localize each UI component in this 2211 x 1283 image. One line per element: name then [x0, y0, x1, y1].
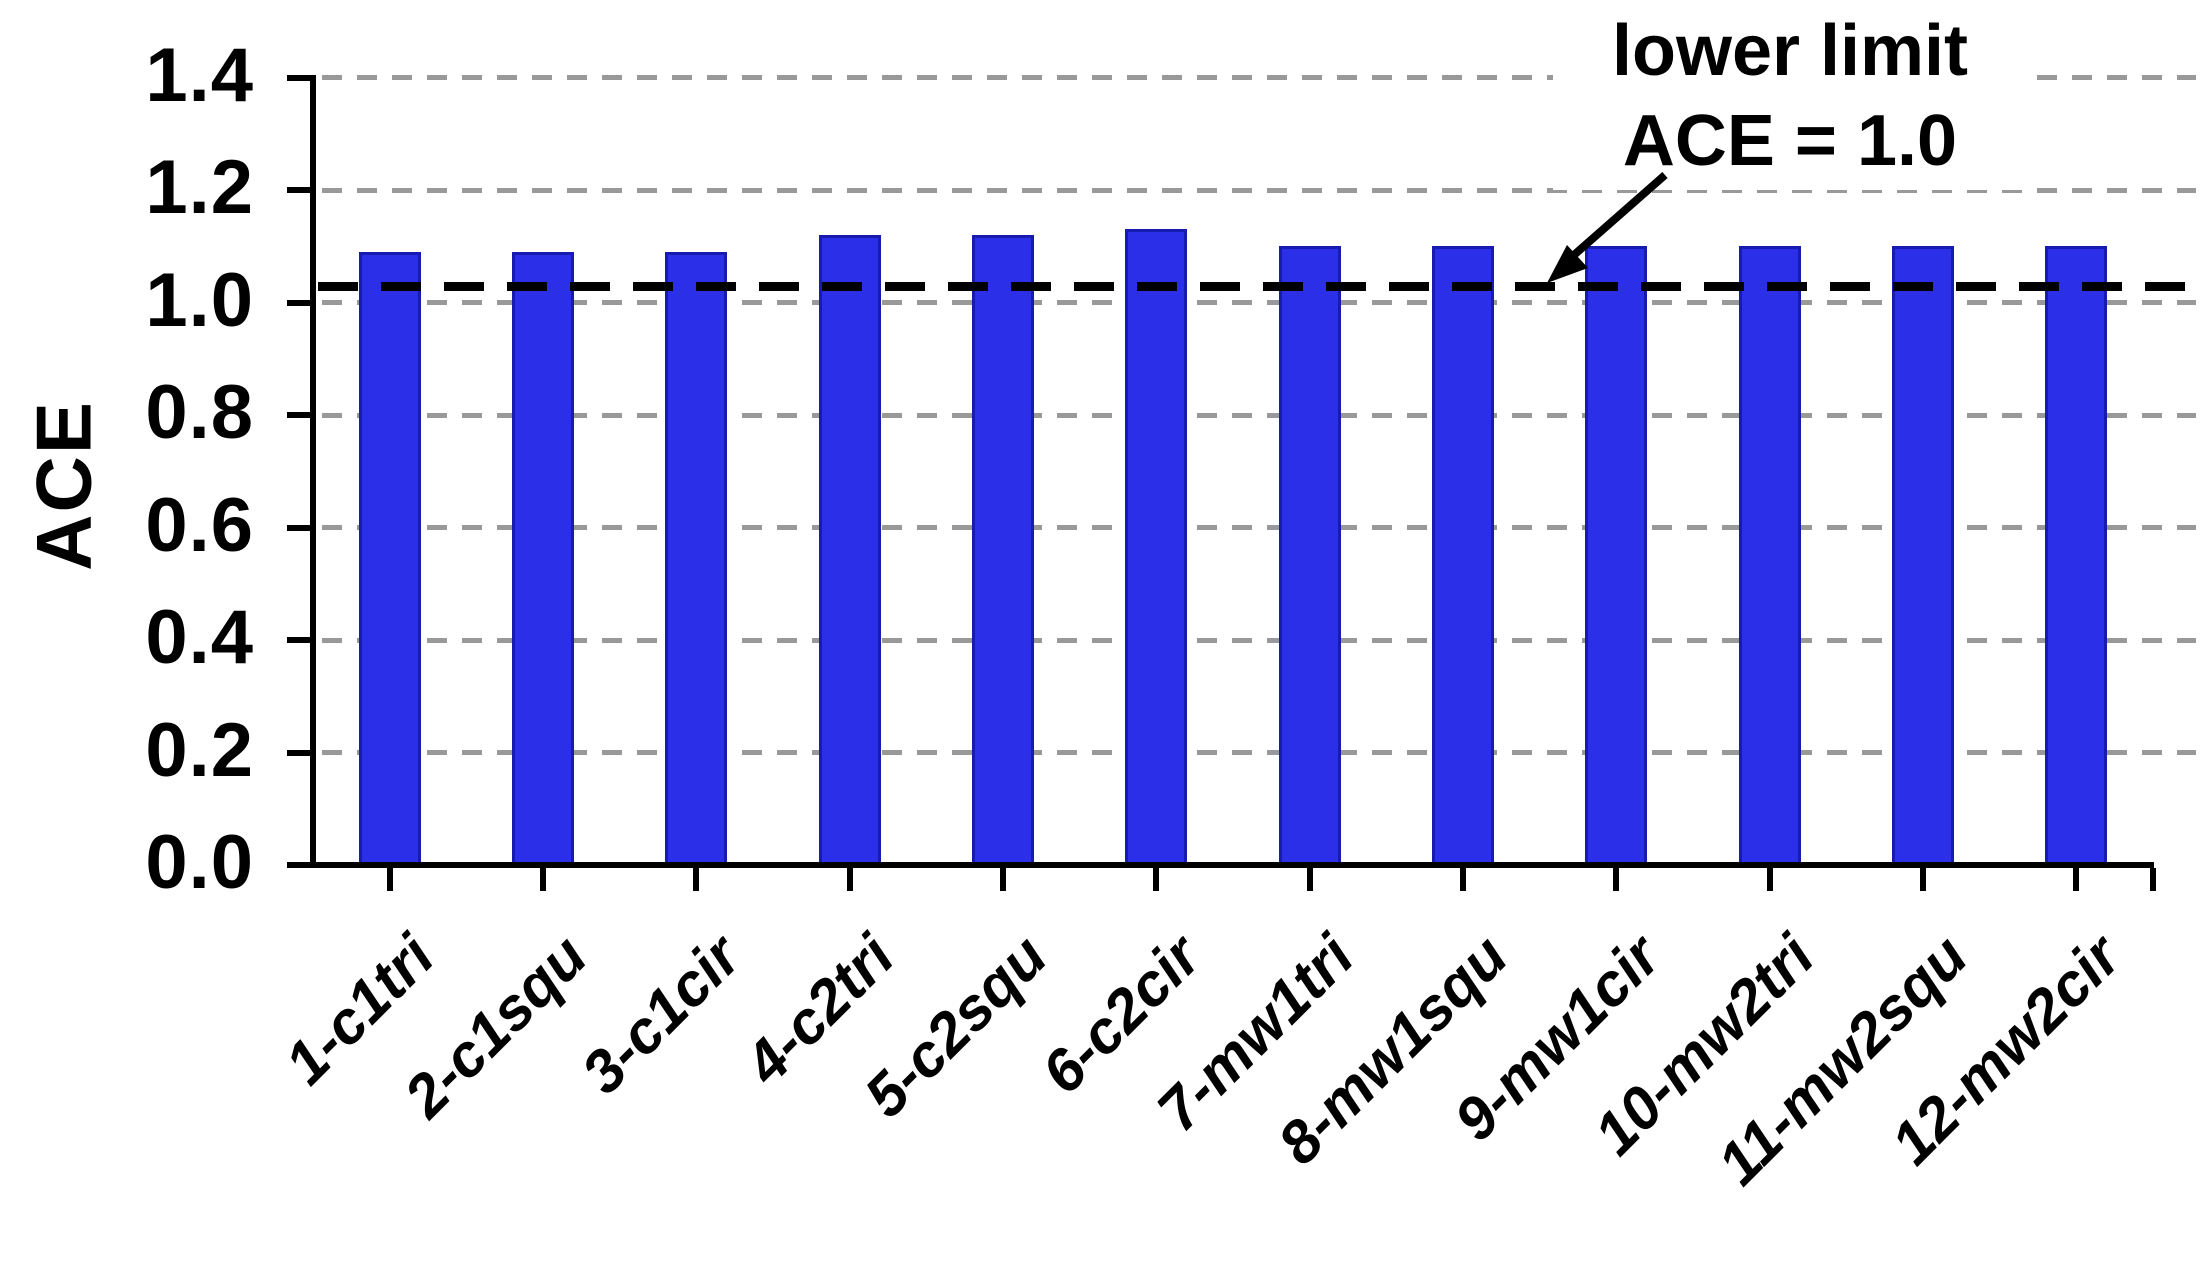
y-tick-label: 1.2	[145, 145, 254, 230]
x-tick-mark	[693, 868, 700, 891]
gridline	[322, 637, 2196, 643]
gridline	[322, 525, 2196, 530]
x-tick-mark	[386, 868, 393, 891]
bar-10-mw2tri	[1738, 246, 1801, 866]
limit-line	[318, 282, 2205, 292]
x-tick-mark	[846, 868, 853, 891]
bar-11-mw2squ	[1892, 246, 1954, 866]
y-tick-label: 1.0	[145, 257, 254, 343]
gridline	[322, 75, 2196, 80]
y-tick-mark	[287, 187, 311, 193]
bar-4-c2tri	[818, 235, 881, 865]
annotation-line1: lower limit	[1611, 11, 1969, 91]
y-tick-mark	[287, 637, 311, 643]
y-tick-label: 0.2	[145, 707, 254, 793]
gridline	[322, 412, 2196, 418]
annotation-line2: ACE = 1.0	[1622, 101, 1958, 181]
y-tick-label: 0.4	[145, 595, 254, 680]
x-tick-mark	[1920, 868, 1926, 891]
bar-1-c1tri	[358, 251, 421, 865]
y-tick-mark	[287, 299, 311, 306]
y-tick-label: 0.0	[145, 820, 254, 905]
y-tick-label: 1.4	[145, 32, 254, 118]
y-tick-mark	[287, 524, 311, 531]
x-tick-label: 3-c1cir	[568, 922, 753, 1107]
bar-3-c1cir	[665, 251, 728, 865]
gridline	[322, 750, 2196, 755]
x-tick-mark	[2073, 868, 2080, 891]
bar-7-mw1tri	[1278, 246, 1341, 866]
x-tick-mark	[1153, 868, 1160, 891]
limit-annotation: lower limit ACE = 1.0	[1553, 6, 2027, 190]
bar-8-mw1squ	[1432, 246, 1494, 866]
bar-6-c2cir	[1125, 229, 1188, 865]
y-tick-mark	[287, 749, 311, 756]
x-tick-mark	[1306, 868, 1313, 891]
y-tick-label: 0.6	[145, 482, 254, 568]
gridline	[322, 187, 2196, 193]
x-tick-mark	[2150, 868, 2156, 891]
x-tick-mark	[1000, 868, 1006, 891]
gridline	[322, 300, 2196, 305]
y-tick-label: 0.8	[145, 370, 254, 455]
bar-2-c1squ	[512, 251, 574, 865]
bar-9-mw1cir	[1585, 246, 1648, 866]
y-tick-mark	[287, 74, 311, 81]
bar-12-mw2cir	[2045, 246, 2108, 866]
x-tick-mark	[540, 868, 546, 891]
x-tick-mark	[1613, 868, 1620, 891]
y-tick-mark	[287, 412, 311, 418]
x-axis-line	[288, 862, 2154, 868]
bar-5-c2squ	[972, 235, 1034, 865]
x-tick-mark	[1766, 868, 1773, 891]
x-tick-mark	[1460, 868, 1466, 891]
y-axis-line	[310, 75, 316, 868]
